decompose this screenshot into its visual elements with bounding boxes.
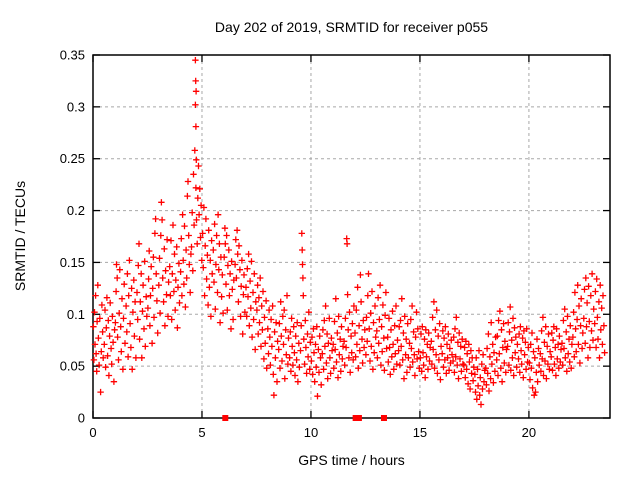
- x-tick-label: 15: [413, 425, 427, 440]
- plot-border: [92, 54, 611, 419]
- x-tick-label: 0: [89, 425, 96, 440]
- y-tick-label: 0.35: [60, 48, 85, 63]
- x-tick-label: 10: [304, 425, 318, 440]
- y-tick-label: 0.3: [67, 99, 85, 114]
- scatter-points: [90, 57, 608, 408]
- x-tick-label: 5: [198, 425, 205, 440]
- event-marker: [380, 415, 387, 421]
- x-axis-label: GPS time / hours: [298, 452, 405, 468]
- chart-title: Day 202 of 2019, SRMTID for receiver p05…: [214, 19, 489, 35]
- y-tick-label: 0.2: [67, 203, 85, 218]
- y-tick-label: 0.1: [67, 307, 85, 322]
- y-tick-label: 0.05: [60, 359, 85, 374]
- y-tick-label: 0.25: [60, 151, 85, 166]
- event-marker: [222, 415, 229, 421]
- y-tick-label: 0: [78, 411, 85, 426]
- event-marker: [352, 415, 359, 421]
- x-tick-label: 20: [522, 425, 536, 440]
- y-axis-label: SRMTID / TECUs: [12, 180, 28, 292]
- y-tick-label: 0.15: [60, 255, 85, 270]
- event-marker: [355, 415, 362, 421]
